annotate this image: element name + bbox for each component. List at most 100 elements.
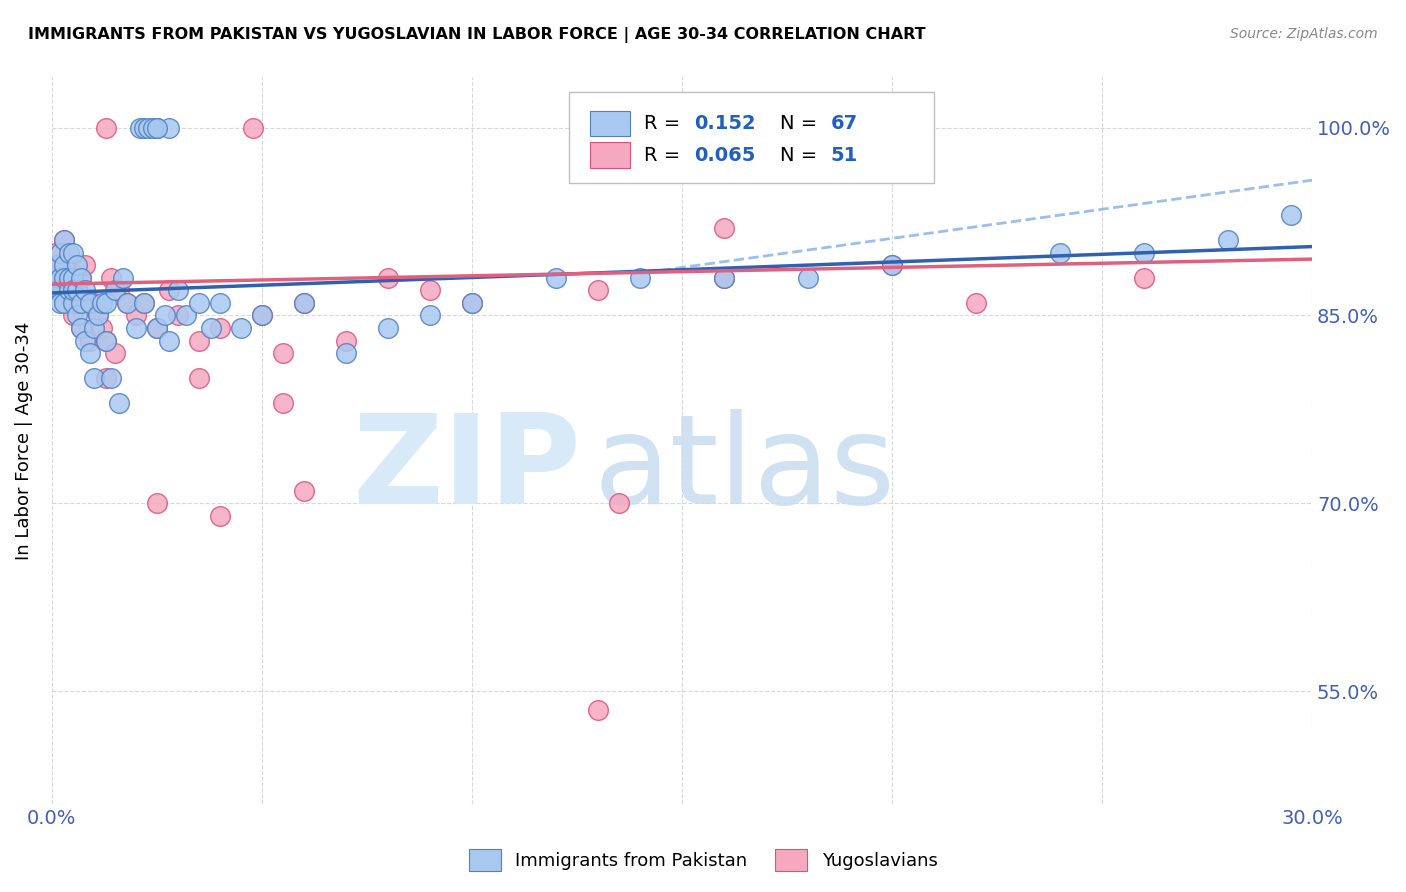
Point	[419, 309, 441, 323]
Point	[157, 334, 180, 348]
Point	[146, 496, 169, 510]
Point	[70, 296, 93, 310]
Point	[377, 321, 399, 335]
Text: atlas: atlas	[593, 409, 896, 531]
Point	[607, 496, 630, 510]
Point	[713, 271, 735, 285]
Point	[1049, 245, 1071, 260]
Point	[79, 334, 101, 348]
Point	[45, 284, 67, 298]
Point	[292, 483, 315, 498]
Point	[70, 271, 93, 285]
Point	[166, 309, 188, 323]
Point	[91, 296, 114, 310]
Point	[45, 258, 67, 272]
Point	[49, 284, 72, 298]
Point	[157, 120, 180, 135]
Point	[271, 346, 294, 360]
Point	[250, 309, 273, 323]
Point	[292, 296, 315, 310]
Text: 51: 51	[831, 145, 858, 165]
Point	[53, 258, 76, 272]
Point	[96, 296, 118, 310]
Point	[96, 334, 118, 348]
Text: 0.065: 0.065	[695, 145, 756, 165]
Point	[146, 120, 169, 135]
Point	[1133, 271, 1156, 285]
Point	[271, 396, 294, 410]
Point	[75, 334, 97, 348]
Legend: Immigrants from Pakistan, Yugoslavians: Immigrants from Pakistan, Yugoslavians	[461, 842, 945, 879]
Point	[242, 120, 264, 135]
Point	[49, 284, 72, 298]
Point	[1279, 208, 1302, 222]
Point	[53, 296, 76, 310]
Point	[142, 120, 165, 135]
Point	[586, 284, 609, 298]
Text: R =: R =	[644, 145, 686, 165]
FancyBboxPatch shape	[591, 143, 630, 168]
Point	[70, 321, 93, 335]
Point	[797, 271, 820, 285]
Point	[83, 296, 105, 310]
Point	[157, 284, 180, 298]
Point	[66, 309, 89, 323]
Point	[839, 120, 862, 135]
Point	[117, 296, 139, 310]
Point	[166, 284, 188, 298]
Point	[104, 346, 127, 360]
Point	[713, 220, 735, 235]
Text: IMMIGRANTS FROM PAKISTAN VS YUGOSLAVIAN IN LABOR FORCE | AGE 30-34 CORRELATION C: IMMIGRANTS FROM PAKISTAN VS YUGOSLAVIAN …	[28, 27, 925, 43]
Point	[62, 296, 84, 310]
Point	[96, 334, 118, 348]
Point	[129, 120, 152, 135]
Point	[146, 321, 169, 335]
Point	[377, 271, 399, 285]
Point	[75, 284, 97, 298]
Point	[53, 296, 76, 310]
Point	[96, 371, 118, 385]
Point	[125, 321, 148, 335]
Point	[62, 271, 84, 285]
Point	[58, 284, 80, 298]
Point	[112, 271, 135, 285]
Text: ZIP: ZIP	[353, 409, 581, 531]
Point	[1133, 245, 1156, 260]
Point	[62, 309, 84, 323]
FancyBboxPatch shape	[591, 111, 630, 136]
Point	[100, 371, 122, 385]
Point	[108, 396, 131, 410]
Point	[880, 258, 903, 272]
Point	[45, 271, 67, 285]
Point	[208, 321, 231, 335]
Point	[62, 245, 84, 260]
Point	[146, 321, 169, 335]
Point	[53, 233, 76, 247]
Point	[134, 296, 156, 310]
Point	[45, 245, 67, 260]
Point	[187, 296, 209, 310]
Point	[419, 284, 441, 298]
Point	[461, 296, 484, 310]
Point	[83, 321, 105, 335]
Point	[187, 334, 209, 348]
Point	[91, 321, 114, 335]
Point	[83, 371, 105, 385]
Point	[104, 284, 127, 298]
Point	[586, 703, 609, 717]
Point	[208, 296, 231, 310]
Point	[70, 271, 93, 285]
Point	[79, 346, 101, 360]
Text: 0.152: 0.152	[695, 113, 756, 133]
Point	[153, 309, 176, 323]
Y-axis label: In Labor Force | Age 30-34: In Labor Force | Age 30-34	[15, 322, 32, 560]
Point	[461, 296, 484, 310]
Point	[87, 309, 110, 323]
Point	[100, 271, 122, 285]
Text: R =: R =	[644, 113, 686, 133]
Text: N =: N =	[780, 145, 824, 165]
Point	[49, 296, 72, 310]
Point	[66, 296, 89, 310]
Point	[49, 271, 72, 285]
Point	[335, 334, 357, 348]
